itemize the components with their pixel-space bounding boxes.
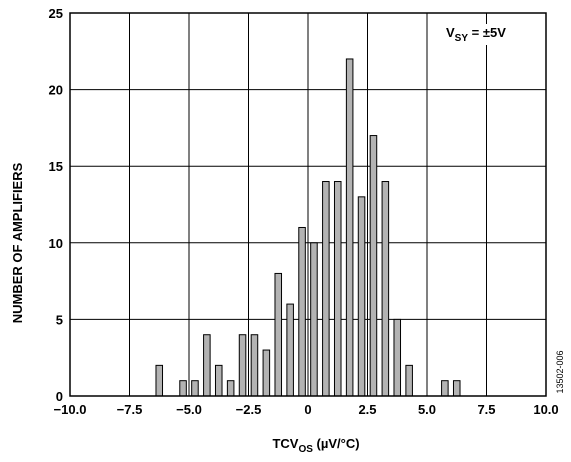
- histogram-bar: [250, 334, 259, 397]
- histogram-bar: [441, 380, 449, 397]
- histogram-bar: [452, 380, 461, 397]
- histogram-bar: [322, 181, 330, 397]
- y-axis-title: NUMBER OF AMPLIFIERS: [10, 162, 25, 323]
- histogram-bar: [226, 380, 235, 397]
- x-tick-label: −2.5: [236, 402, 262, 417]
- x-tick-label: 10.0: [533, 402, 558, 417]
- histogram-bar: [357, 196, 366, 397]
- annotation-background: [443, 24, 510, 45]
- condition-annotation: VSY = ±5V: [446, 25, 506, 44]
- x-tick-labels: −10.0 −7.5 −5.0 −2.5 0 2.5 5.0 7.5 10.0: [54, 402, 559, 417]
- y-tick-labels: 0 5 10 15 20 25: [49, 6, 63, 404]
- plot-frame: [69, 12, 547, 397]
- y-tick-label: 20: [49, 83, 63, 98]
- x-tick-label: 0: [304, 402, 311, 417]
- histogram-bar: [214, 364, 223, 397]
- histogram-bar: [203, 334, 211, 397]
- y-tick-label: 0: [56, 389, 63, 404]
- grid-lines: [70, 13, 546, 396]
- x-tick-label: 5.0: [418, 402, 436, 417]
- x-tick-label: 7.5: [477, 402, 495, 417]
- y-tick-label: 10: [49, 236, 63, 251]
- x-tick-label: −10.0: [54, 402, 87, 417]
- histogram-bar: [345, 58, 354, 397]
- histogram-bar: [286, 303, 294, 397]
- figure-id: 13502-006: [555, 350, 565, 393]
- histogram-bar: [298, 226, 306, 397]
- bars: [155, 58, 461, 397]
- histogram-bar: [310, 242, 318, 397]
- y-tick-label: 5: [56, 312, 63, 327]
- x-tick-label: 2.5: [358, 402, 376, 417]
- x-axis-title: TCVOS (µV/°C): [272, 436, 359, 455]
- histogram-bar: [333, 181, 342, 397]
- histogram-bar: [381, 181, 390, 397]
- histogram-bar: [405, 364, 413, 397]
- histogram-bar: [155, 364, 164, 397]
- y-tick-label: 15: [49, 159, 63, 174]
- x-tick-label: −7.5: [117, 402, 143, 417]
- y-tick-label: 25: [49, 6, 63, 21]
- x-tick-label: −5.0: [176, 402, 202, 417]
- histogram-bar: [191, 380, 199, 397]
- histogram-bar: [393, 318, 402, 397]
- histogram-bar: [238, 334, 247, 397]
- histogram-bar: [262, 349, 271, 397]
- histogram-bar: [274, 272, 283, 397]
- histogram-bar: [369, 135, 378, 397]
- histogram-bar: [179, 380, 187, 397]
